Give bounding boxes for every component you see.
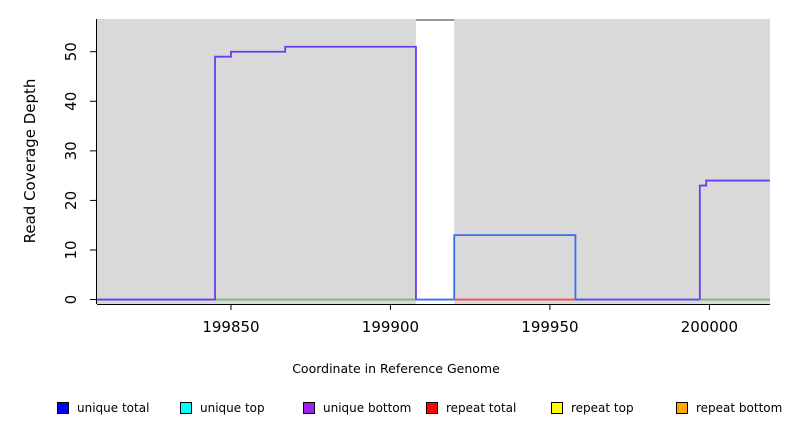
legend-item-repeat-bottom: repeat bottom (676, 401, 782, 415)
y-tick-label: 0 (62, 295, 80, 305)
legend-swatch-repeat-bottom (676, 402, 688, 414)
plot-background-layer (97, 19, 770, 304)
y-tick-label: 30 (62, 141, 80, 160)
series-unique-bottom-main-box (97, 45, 417, 301)
x-tick-label: 199850 (202, 318, 259, 336)
legend-label-repeat-total: repeat total (446, 401, 517, 415)
legend-item-repeat-total: repeat total (426, 401, 516, 415)
coverage-gap-band (415, 19, 455, 304)
legend-item-repeat-top: repeat top (551, 401, 634, 415)
legend-swatch-unique-total (57, 402, 69, 414)
legend-label-repeat-bottom: repeat bottom (696, 401, 783, 415)
legend-swatch-unique-top (180, 402, 192, 414)
legend-label-unique-total: unique total (77, 401, 150, 415)
legend-item-unique-total: unique total (57, 401, 149, 415)
legend-label-unique-top: unique top (200, 401, 265, 415)
coverage-series-layer (97, 45, 770, 301)
legend-swatch-unique-bottom (303, 402, 315, 414)
legend-label-unique-bottom: unique bottom (323, 401, 412, 415)
legend-item-unique-bottom: unique bottom (303, 401, 411, 415)
x-axis-title: Coordinate in Reference Genome (292, 361, 500, 376)
series-unique-total-box (453, 234, 577, 300)
y-tick-label: 40 (62, 92, 80, 111)
legend-swatch-repeat-top (551, 402, 563, 414)
legend-item-unique-top: unique top (180, 401, 265, 415)
y-tick-label: 50 (62, 42, 80, 61)
y-axis-title: Read Coverage Depth (21, 79, 39, 244)
x-tick-label: 199900 (362, 318, 419, 336)
legend-swatch-repeat-total (426, 402, 438, 414)
legend-label-repeat-top: repeat top (571, 401, 634, 415)
x-tick-label: 199950 (521, 318, 578, 336)
y-tick-label: 20 (62, 191, 80, 210)
series-unique-bottom-right-step (698, 179, 770, 300)
x-tick-label: 200000 (681, 318, 738, 336)
y-tick-label: 10 (62, 240, 80, 259)
axes-layer: 199850 199900 199950 200000 0 10 20 30 40 50 (62, 19, 770, 336)
